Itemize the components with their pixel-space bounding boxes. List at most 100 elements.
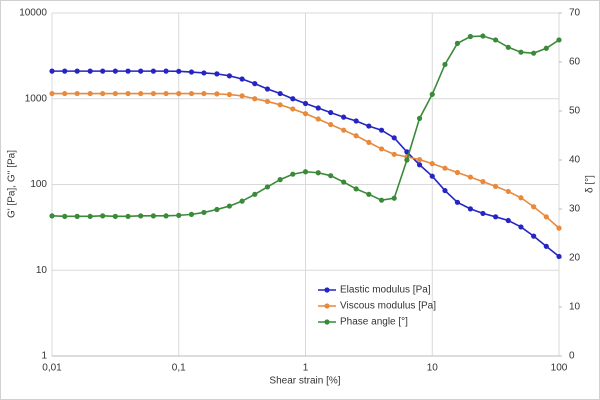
- data-point: [556, 225, 562, 231]
- data-point: [290, 96, 296, 102]
- data-point: [315, 170, 321, 176]
- y2-axis-label: δ [°]: [585, 175, 596, 193]
- data-point: [378, 197, 385, 203]
- legend-marker: [324, 287, 330, 293]
- data-point: [49, 68, 55, 74]
- data-point: [366, 123, 372, 129]
- data-point: [353, 186, 359, 192]
- data-point: [505, 44, 511, 50]
- data-point: [239, 93, 245, 99]
- data-point: [252, 81, 258, 87]
- data-point: [341, 179, 347, 185]
- data-point: [315, 105, 321, 111]
- x-tick-label: 100: [551, 363, 568, 374]
- x-axis-label: Shear strain [%]: [269, 376, 340, 387]
- data-point: [150, 68, 157, 74]
- data-point: [125, 213, 131, 219]
- data-point: [391, 151, 397, 157]
- data-point: [264, 184, 271, 190]
- data-point: [341, 127, 347, 133]
- x-tick-label: 1: [303, 363, 309, 374]
- data-point: [100, 90, 106, 97]
- data-point: [188, 211, 195, 217]
- data-point: [49, 213, 55, 219]
- data-point: [404, 157, 410, 163]
- data-point: [201, 209, 207, 216]
- data-point: [302, 111, 309, 117]
- data-point: [442, 165, 448, 171]
- data-point: [252, 96, 258, 102]
- data-point: [518, 195, 524, 201]
- data-point: [226, 91, 233, 98]
- data-point: [214, 91, 220, 97]
- data-point: [112, 68, 118, 74]
- data-point: [163, 213, 169, 219]
- y-tick-label: 1: [41, 351, 47, 362]
- data-point: [442, 61, 448, 68]
- data-point: [239, 198, 245, 204]
- data-point: [518, 224, 524, 230]
- data-point: [454, 169, 461, 176]
- y-tick-label: 10000: [19, 8, 47, 19]
- data-point: [62, 213, 68, 219]
- data-point: [454, 199, 461, 205]
- data-point: [87, 68, 93, 74]
- data-point: [188, 90, 195, 97]
- data-point: [505, 217, 511, 224]
- x-tick-label: 0,01: [42, 363, 62, 374]
- data-point: [125, 90, 131, 97]
- data-point: [518, 49, 524, 55]
- data-point: [100, 213, 106, 219]
- x-tick-label: 10: [427, 363, 439, 374]
- data-point: [87, 90, 93, 97]
- data-point: [556, 37, 562, 43]
- data-point: [442, 187, 448, 194]
- data-point: [492, 37, 499, 43]
- data-point: [277, 90, 283, 97]
- data-point: [290, 171, 296, 177]
- y-tick-label: 10: [36, 265, 48, 276]
- data-point: [531, 50, 537, 56]
- data-point: [302, 100, 309, 107]
- data-point: [429, 161, 435, 167]
- data-point: [226, 203, 233, 209]
- data-point: [416, 157, 423, 163]
- data-point: [201, 70, 207, 76]
- data-point: [353, 133, 359, 139]
- data-point: [315, 116, 321, 122]
- data-point: [214, 71, 220, 77]
- data-point: [49, 90, 55, 97]
- data-point: [176, 90, 182, 97]
- data-point: [531, 204, 537, 210]
- data-point: [74, 68, 80, 74]
- data-point: [467, 33, 474, 40]
- data-point: [201, 90, 207, 97]
- data-point: [138, 90, 144, 97]
- data-point: [112, 90, 118, 97]
- data-point: [366, 191, 372, 197]
- data-point: [467, 174, 474, 180]
- data-point: [277, 102, 283, 108]
- data-point: [467, 206, 474, 212]
- data-point: [328, 109, 334, 116]
- data-point: [226, 73, 233, 79]
- y2-tick-label: 40: [569, 155, 581, 166]
- data-point: [150, 90, 157, 97]
- data-point: [112, 213, 118, 219]
- data-point: [62, 90, 68, 97]
- data-point: [505, 188, 511, 195]
- data-point: [62, 68, 68, 74]
- y-tick-label: 100: [30, 179, 47, 190]
- legend-label: Viscous modulus [Pa]: [340, 301, 436, 312]
- data-point: [125, 68, 131, 74]
- data-point: [150, 213, 157, 219]
- y2-tick-label: 60: [569, 57, 581, 68]
- legend-label: Elastic modulus [Pa]: [340, 285, 431, 296]
- data-point: [176, 212, 182, 218]
- y2-tick-label: 70: [569, 8, 581, 19]
- legend-marker: [324, 319, 330, 325]
- y-axis-label: G' [Pa], G'' [Pa]: [7, 150, 18, 218]
- data-point: [163, 68, 169, 74]
